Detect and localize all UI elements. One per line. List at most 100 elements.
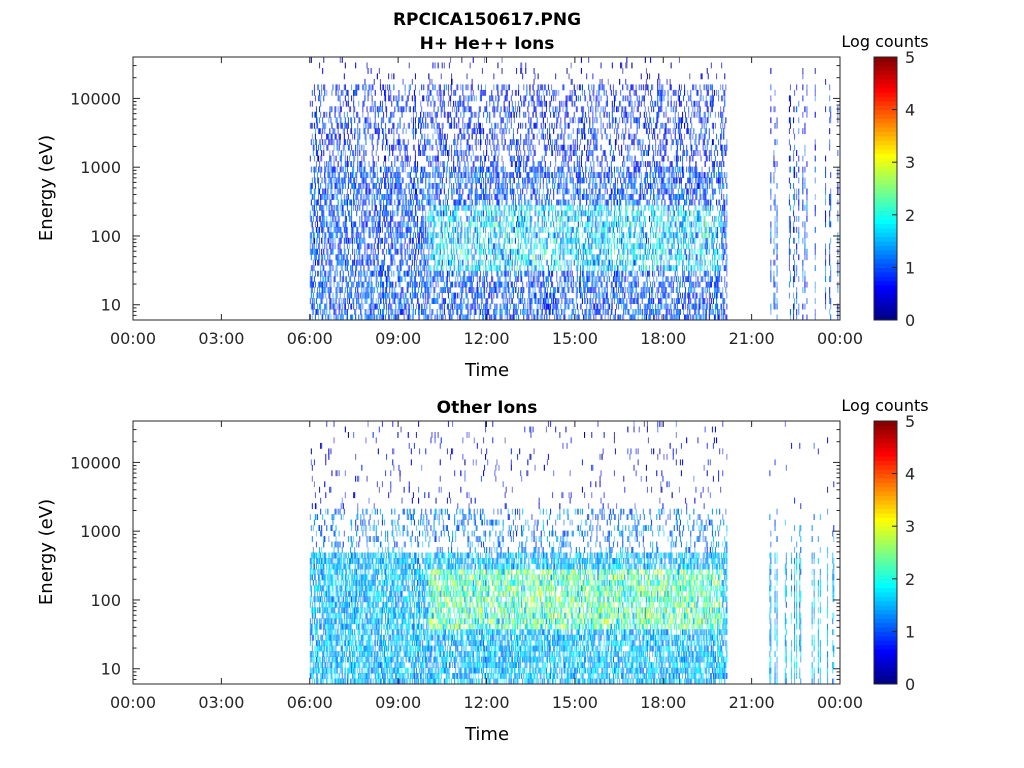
spectrogram-cell bbox=[508, 106, 510, 113]
spectrogram-cell bbox=[448, 232, 450, 239]
spectrogram-cell bbox=[508, 292, 510, 299]
spectrogram-cell bbox=[393, 128, 395, 135]
spectrogram-cell bbox=[411, 248, 413, 255]
spectrogram-cell bbox=[319, 188, 321, 195]
spectrogram-cell bbox=[498, 177, 500, 184]
spectrogram-cell bbox=[470, 210, 472, 217]
spectrogram-cell bbox=[436, 194, 438, 200]
spectrogram-cell bbox=[466, 265, 468, 272]
spectrogram-cell bbox=[427, 237, 429, 244]
spectrogram-cell bbox=[441, 226, 443, 233]
spectrogram-cell bbox=[355, 292, 357, 299]
spectrogram-cell bbox=[545, 100, 547, 107]
spectrogram-cell bbox=[535, 172, 537, 178]
spectrogram-cell bbox=[500, 106, 502, 113]
spectrogram-cell bbox=[332, 84, 334, 91]
spectrogram-cell bbox=[479, 89, 481, 96]
spectrogram-cell bbox=[405, 292, 407, 299]
spectrogram-cell bbox=[487, 270, 489, 277]
spectrogram-cell bbox=[428, 95, 430, 102]
spectrogram-cell bbox=[347, 210, 349, 217]
spectrogram-cell bbox=[529, 210, 531, 217]
spectrogram-cell bbox=[448, 111, 450, 118]
spectrogram-cell bbox=[393, 188, 395, 195]
spectrogram-cell bbox=[408, 183, 410, 189]
spectrogram-cell bbox=[453, 237, 455, 244]
spectrogram-cell bbox=[354, 259, 356, 266]
spectrogram-cell bbox=[473, 232, 475, 239]
spectrogram-cell bbox=[467, 237, 469, 244]
spectrogram-cell bbox=[508, 210, 510, 217]
spectrogram-cell bbox=[532, 287, 534, 293]
spectrogram-cell bbox=[458, 215, 460, 222]
spectrogram-cell bbox=[404, 150, 406, 156]
spectrogram-cell bbox=[312, 150, 314, 156]
spectrogram-cell bbox=[432, 210, 434, 217]
spectrogram-cell bbox=[424, 314, 426, 321]
spectrogram-cell bbox=[448, 265, 450, 272]
spectrogram-cell bbox=[442, 287, 444, 293]
spectrogram-cell bbox=[329, 259, 331, 266]
spectrogram-cell bbox=[536, 276, 538, 283]
spectrogram-cell bbox=[519, 226, 521, 233]
spectrogram-cell bbox=[503, 303, 505, 310]
spectrogram-cell bbox=[338, 248, 340, 255]
spectrogram-cell bbox=[354, 117, 356, 124]
spectrogram-cell bbox=[313, 199, 315, 206]
spectrogram-cell bbox=[325, 237, 327, 244]
spectrogram-cell bbox=[527, 303, 529, 310]
spectrogram-cell bbox=[495, 150, 497, 156]
spectrogram-cell bbox=[478, 122, 480, 129]
spectrogram-cell bbox=[319, 166, 321, 173]
spectrogram-cell bbox=[323, 309, 325, 315]
spectrogram-cell bbox=[427, 287, 429, 293]
spectrogram-cell bbox=[414, 122, 416, 129]
spectrogram-cell bbox=[350, 188, 352, 195]
spectrogram-cell bbox=[399, 232, 401, 239]
spectrogram-cell bbox=[524, 95, 526, 102]
spectrogram-cell bbox=[433, 292, 435, 299]
spectrogram-cell bbox=[486, 166, 488, 173]
spectrogram-cell bbox=[343, 248, 345, 255]
spectrogram-cell bbox=[370, 166, 372, 173]
spectrogram-cell bbox=[433, 248, 435, 255]
spectrogram-cell bbox=[336, 254, 338, 261]
spectrogram-cell bbox=[389, 128, 391, 135]
spectrogram-cell bbox=[471, 144, 473, 151]
spectrogram-cell bbox=[522, 248, 524, 255]
spectrogram-cell bbox=[480, 155, 482, 162]
spectrogram-cell bbox=[358, 139, 360, 146]
spectrogram-cell bbox=[431, 243, 433, 250]
spectrogram-cell bbox=[492, 166, 494, 173]
spectrogram-cell bbox=[474, 210, 476, 217]
spectrogram-cell bbox=[525, 62, 527, 69]
spectrogram-cell bbox=[443, 89, 445, 96]
spectrogram-cell bbox=[355, 150, 357, 156]
spectrogram-cell bbox=[477, 292, 479, 299]
spectrogram-cell bbox=[365, 298, 367, 304]
spectrogram-cell bbox=[399, 117, 401, 124]
spectrogram-cell bbox=[461, 281, 463, 288]
spectrogram-cell bbox=[470, 117, 472, 124]
spectrogram-cell bbox=[399, 150, 401, 156]
spectrogram-cell bbox=[434, 204, 436, 211]
spectrogram-cell bbox=[328, 166, 330, 173]
spectrogram-cell bbox=[481, 210, 483, 217]
spectrogram-cell bbox=[447, 204, 449, 211]
spectrogram-cell bbox=[339, 117, 341, 124]
spectrogram-cell bbox=[474, 270, 476, 277]
spectrogram-cell bbox=[381, 194, 383, 200]
spectrogram-cell bbox=[318, 155, 320, 162]
spectrogram-cell bbox=[406, 221, 408, 228]
spectrogram-cell bbox=[418, 248, 420, 255]
spectrogram-cell bbox=[384, 194, 386, 200]
spectrogram-cell bbox=[355, 89, 357, 96]
spectrogram-cell bbox=[522, 122, 524, 129]
spectrogram-cell bbox=[366, 243, 368, 250]
spectrogram-cell bbox=[353, 95, 355, 102]
spectrogram-cell bbox=[343, 254, 345, 261]
spectrogram-cell bbox=[386, 276, 388, 283]
spectrogram-cell bbox=[538, 161, 540, 167]
spectrogram-cell bbox=[475, 188, 477, 195]
spectrogram-cell bbox=[332, 139, 334, 146]
